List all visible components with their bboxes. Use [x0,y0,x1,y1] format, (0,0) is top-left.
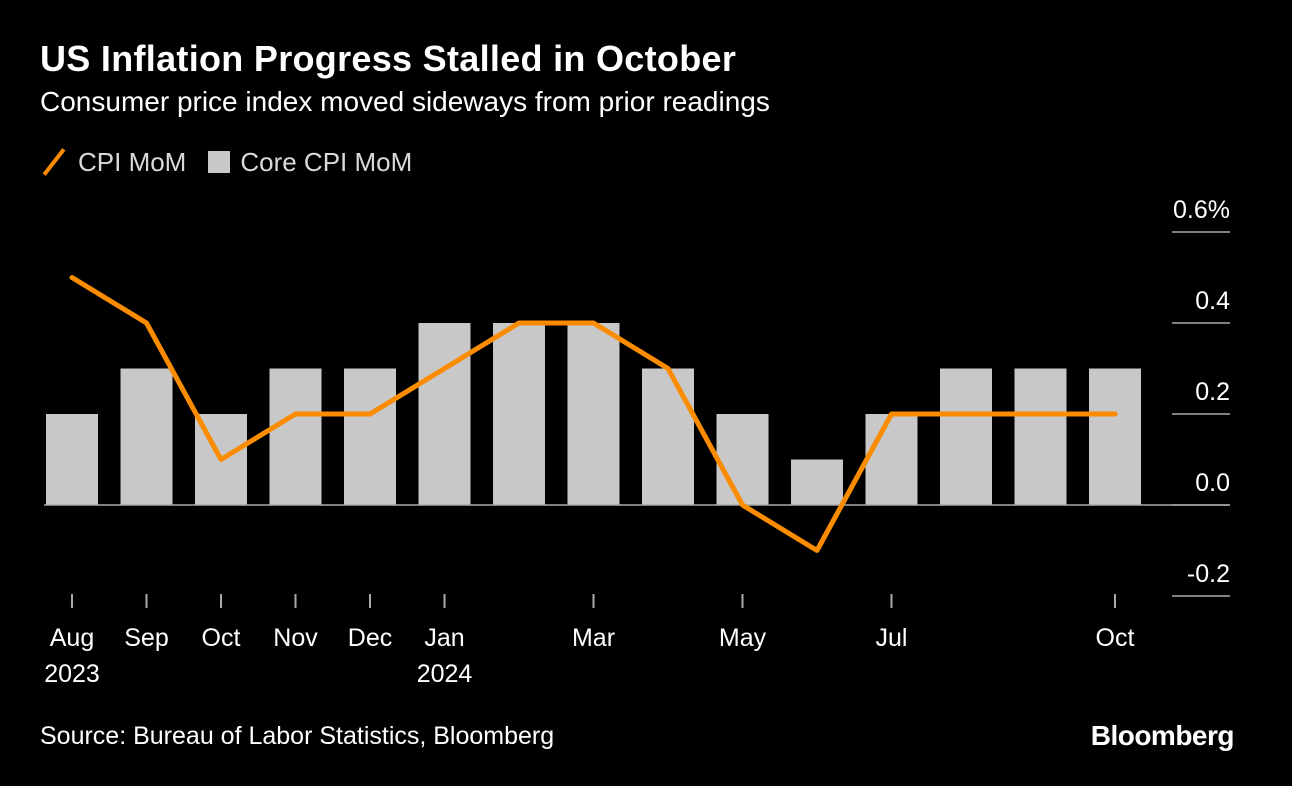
source-note: Source: Bureau of Labor Statistics, Bloo… [40,722,555,750]
bar [269,368,322,505]
bar [716,414,769,505]
bar [120,368,173,505]
y-tick-label: 0.4 [1195,287,1230,315]
bar [1014,368,1067,505]
brand-logo: Bloomberg [1090,720,1235,751]
chart-subtitle: Consumer price index moved sideways from… [40,86,770,117]
x-tick-label: Jul [876,624,908,652]
x-tick-label: Oct [1096,624,1135,652]
x-tick-label: Aug [50,624,94,652]
y-tick-label: 0.0 [1195,469,1230,497]
x-axis: Aug 2023 Sep Oct Nov Dec Jan 2024 Mar May Jul Oct [44,594,1134,688]
line-series [69,275,1118,553]
y-tick-label: 0.2 [1195,378,1230,406]
x-tick-label: Oct [202,624,241,652]
x-tick-label: Dec [348,624,392,652]
bar [940,368,992,505]
bar [46,414,98,505]
y-tick-label: -0.2 [1187,560,1230,588]
bar-swatch-icon [208,151,231,173]
y-axis: 0.6% 0.4 0.2 0.0 -0.2 [1172,196,1230,597]
bar [493,323,545,505]
x-tick-label: Mar [572,624,615,652]
bar [567,323,620,505]
bar-series [46,323,1141,505]
x-tick-year-label: 2023 [44,660,100,688]
legend-item-cpi: CPI MoM [40,147,186,178]
x-tick-label: Jan [424,624,464,652]
bar [1089,368,1141,505]
bar [344,368,396,505]
chart-title: US Inflation Progress Stalled in October [40,38,737,79]
x-tick-label: Sep [124,624,168,652]
bar [791,459,843,505]
legend-item-core-cpi: Core CPI MoM [208,147,412,178]
x-tick-label: Nov [273,624,318,652]
bar [418,323,471,505]
bar [642,368,694,505]
x-tick-year-label: 2024 [417,660,473,688]
legend-label-cpi: CPI MoM [78,146,187,177]
x-tick-label: May [719,624,767,652]
legend: CPI MoM Core CPI MoM [40,144,434,180]
legend-label-core-cpi: Core CPI MoM [240,146,413,177]
y-tick-label: 0.6% [1173,196,1230,224]
bar [865,414,918,505]
